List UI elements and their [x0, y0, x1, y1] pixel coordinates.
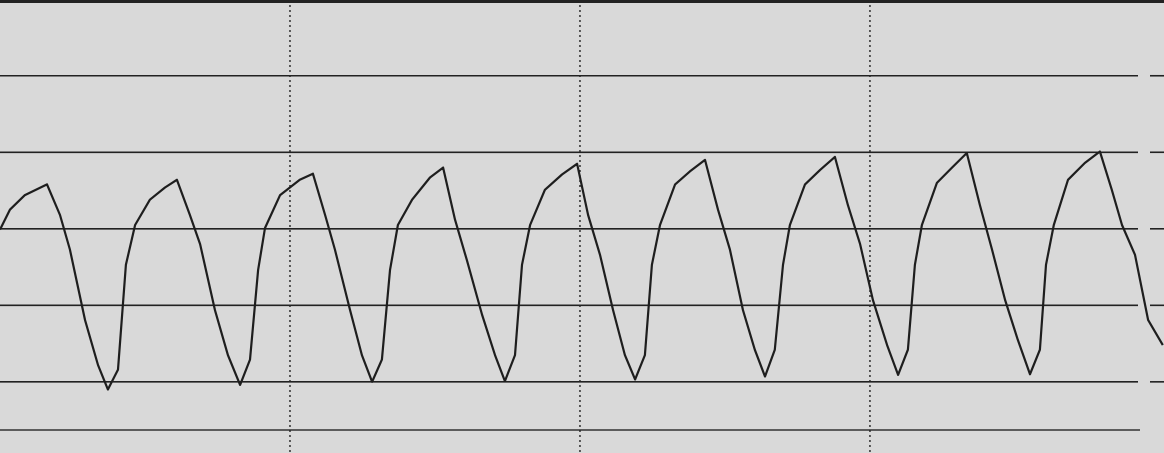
trace-line [0, 150, 1164, 391]
